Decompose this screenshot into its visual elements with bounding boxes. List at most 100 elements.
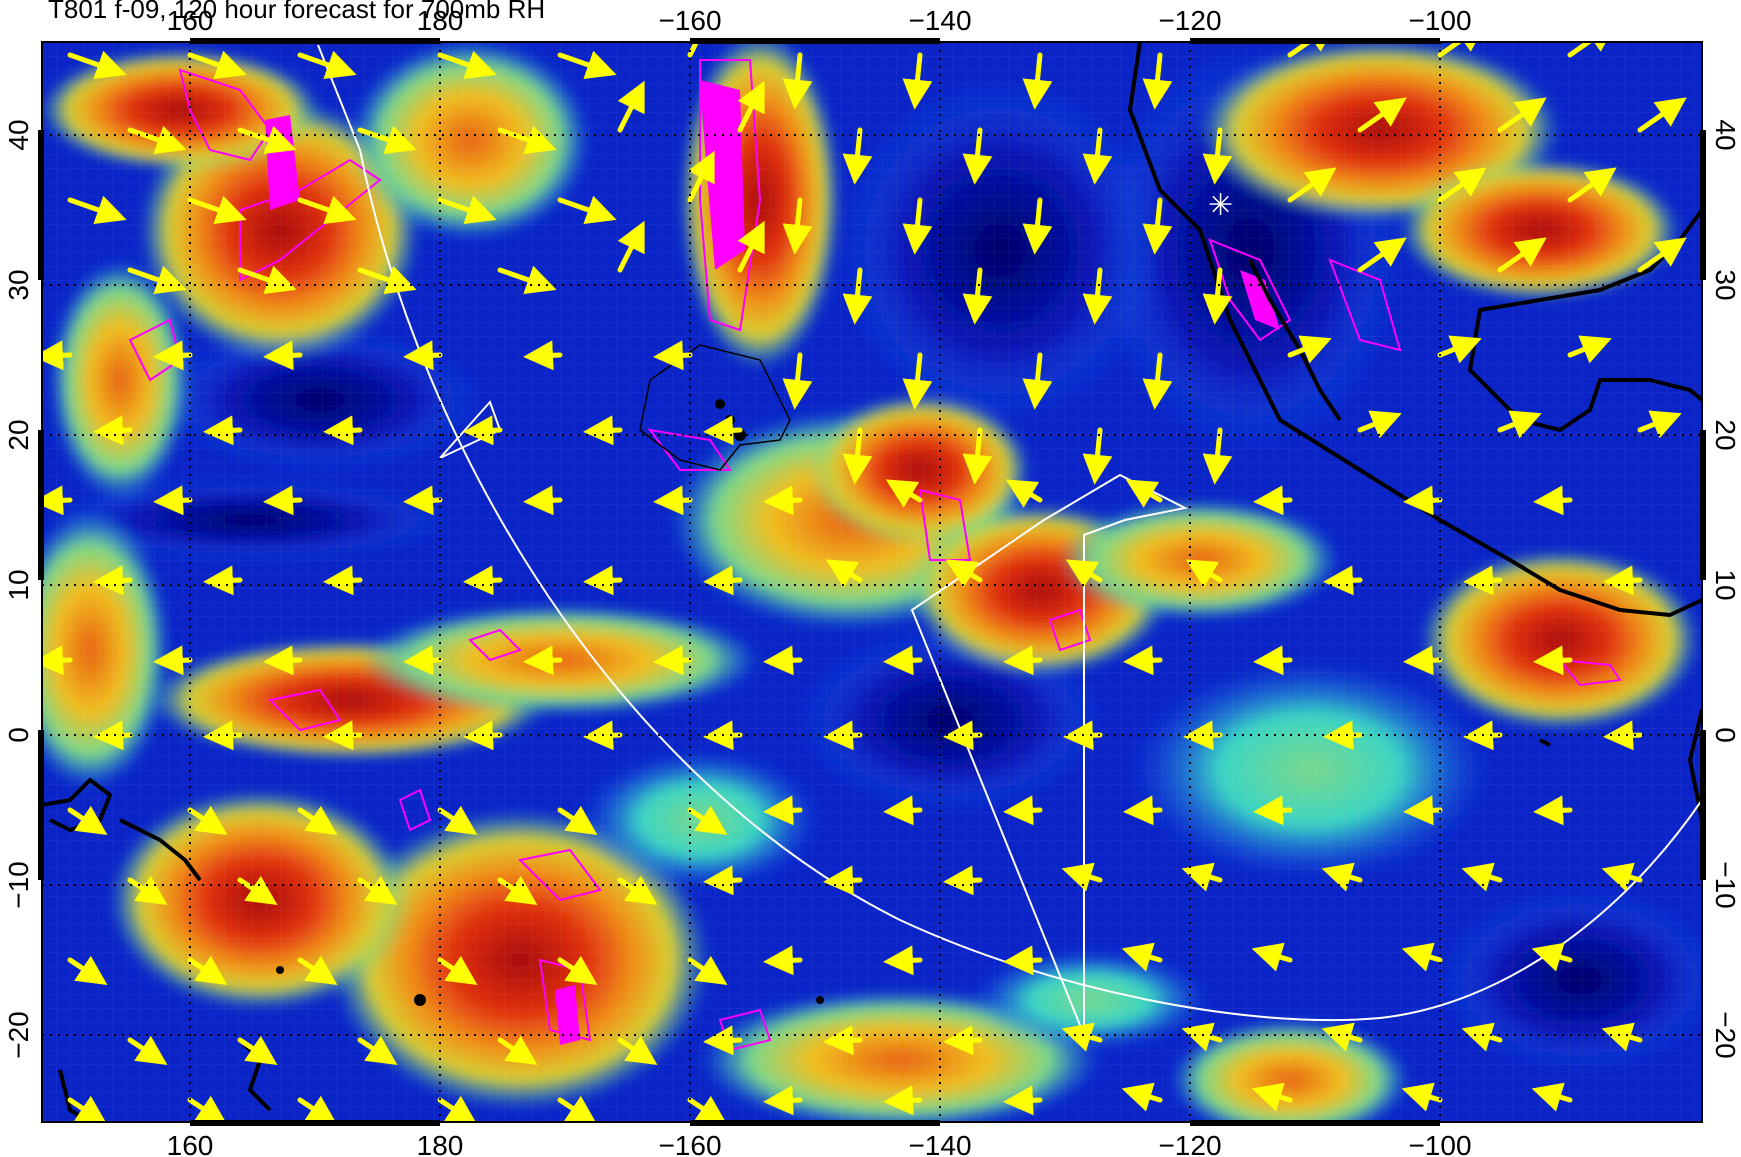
wind-vector-arrow xyxy=(523,340,563,371)
wind-vector-arrow xyxy=(297,805,338,835)
wind-vector-arrow xyxy=(67,805,108,835)
y-tick-left: 10 xyxy=(3,569,34,600)
wind-vectors xyxy=(42,42,1687,1122)
wind-vector-arrow xyxy=(263,485,303,516)
wind-vector-arrow xyxy=(883,645,923,676)
wind-vector-arrow xyxy=(1005,479,1043,508)
map-title: T801 f-09, 120 hour forecast for 700mb R… xyxy=(48,0,546,24)
wind-vector-arrow xyxy=(1603,720,1643,751)
wind-vector-arrow xyxy=(842,427,873,485)
wind-vector-arrow xyxy=(703,415,743,446)
wind-vector-arrow xyxy=(945,559,983,588)
wind-vector-arrow xyxy=(403,645,443,676)
wind-vector-arrow xyxy=(437,50,497,80)
x-tick-bottom: 180 xyxy=(417,1130,464,1157)
wind-vector-arrow xyxy=(523,485,563,516)
wind-vector-arrow xyxy=(1531,942,1573,972)
wind-vector-arrow xyxy=(883,795,923,826)
wind-vector-arrow xyxy=(1082,127,1113,185)
wind-vector-arrow xyxy=(42,485,73,516)
wind-vector-arrow xyxy=(943,865,983,896)
wind-vector-arrow xyxy=(763,1085,803,1116)
y-tick-right: 0 xyxy=(1710,727,1741,743)
wind-vector-arrow xyxy=(67,1095,108,1122)
y-tick-right: −20 xyxy=(1710,1011,1741,1059)
wind-vector-arrow xyxy=(323,720,363,751)
wind-vector-arrow xyxy=(497,875,538,905)
wind-vector-arrow xyxy=(1637,410,1682,439)
wind-vector-arrow xyxy=(237,125,297,155)
wind-vector-arrow xyxy=(1403,795,1443,826)
wind-vector-arrow xyxy=(557,955,598,985)
wind-vector-arrow xyxy=(687,955,728,985)
y-tick-right: 20 xyxy=(1710,419,1741,450)
wind-vector-arrow xyxy=(463,565,503,596)
wind-vector-arrow xyxy=(297,50,357,80)
wind-vector-arrow xyxy=(323,415,363,446)
wind-vector-arrow xyxy=(583,565,623,596)
wind-vector-arrow xyxy=(687,1095,728,1122)
y-tick-left: 20 xyxy=(3,419,34,450)
wind-vector-arrow xyxy=(763,485,803,516)
wind-vector-arrow xyxy=(93,565,133,596)
wind-vector-arrow xyxy=(153,645,193,676)
wind-vector-arrow xyxy=(1403,645,1443,676)
wind-vector-arrow xyxy=(1183,720,1223,751)
wind-vector-arrow xyxy=(1022,352,1053,410)
x-tick-top: −100 xyxy=(1408,5,1471,36)
wind-vector-arrow xyxy=(583,415,623,446)
wind-vector-arrow xyxy=(1185,559,1223,588)
wind-vector-arrow xyxy=(1003,645,1043,676)
wind-vector-arrow xyxy=(902,52,933,110)
wind-vector-arrow xyxy=(943,720,983,751)
wind-vector-arrow xyxy=(782,352,813,410)
y-tick-right: −10 xyxy=(1710,861,1741,909)
wind-vector-arrow xyxy=(687,42,700,58)
wind-vector-arrow xyxy=(617,875,658,905)
y-tick-left: −20 xyxy=(3,1011,34,1059)
wind-vector-arrow xyxy=(153,485,193,516)
wind-vector-arrow xyxy=(42,340,73,371)
wind-vector-arrow xyxy=(127,1035,168,1065)
wind-vector-arrow xyxy=(187,50,247,80)
wind-vector-arrow xyxy=(557,50,617,80)
wind-vector-arrow xyxy=(1357,410,1402,439)
wind-vector-arrow xyxy=(703,565,743,596)
wind-vector-arrow xyxy=(1003,945,1043,976)
wind-vector-arrow xyxy=(1321,862,1363,892)
wind-vector-arrow xyxy=(703,720,743,751)
x-tick-top: −120 xyxy=(1158,5,1221,36)
x-tick-bottom: −140 xyxy=(908,1130,971,1157)
wind-vector-arrow xyxy=(263,340,303,371)
x-tick-top: 160 xyxy=(167,5,214,36)
wind-vector-arrow xyxy=(237,265,297,295)
wind-vector-arrow xyxy=(93,720,133,751)
wind-vector-arrow xyxy=(1082,267,1113,325)
wind-vector-arrow xyxy=(885,479,923,508)
wind-vector-arrow xyxy=(263,645,303,676)
wind-vector-arrow xyxy=(1461,862,1503,892)
wind-vector-arrow xyxy=(763,795,803,826)
wind-vector-arrow xyxy=(962,427,993,485)
wind-vector-arrow xyxy=(1123,795,1163,826)
wind-vector-arrow xyxy=(1181,862,1223,892)
wind-vector-arrow xyxy=(1123,645,1163,676)
y-tick-right: 10 xyxy=(1710,569,1741,600)
wind-vector-arrow xyxy=(1065,559,1103,588)
wind-vector-arrow xyxy=(1601,1022,1643,1052)
wind-vector-arrow xyxy=(1142,197,1173,255)
wind-vector-arrow xyxy=(1497,97,1547,133)
wind-vector-arrow xyxy=(357,875,398,905)
wind-vector-arrow xyxy=(1121,942,1163,972)
waypoint-star-icon: ✳ xyxy=(1208,188,1233,223)
wind-vector-arrow xyxy=(617,1035,658,1065)
y-tick-right: 40 xyxy=(1710,119,1741,150)
wind-vector-arrow xyxy=(1497,237,1547,273)
axis-bars xyxy=(38,38,1706,1126)
wind-vector-arrow xyxy=(437,955,478,985)
x-tick-bottom: −160 xyxy=(658,1130,721,1157)
wind-vector-arrow xyxy=(42,645,73,676)
wind-vector-arrow xyxy=(883,1085,923,1116)
wind-vector-arrow xyxy=(1533,485,1573,516)
wind-vector-arrow xyxy=(297,955,338,985)
